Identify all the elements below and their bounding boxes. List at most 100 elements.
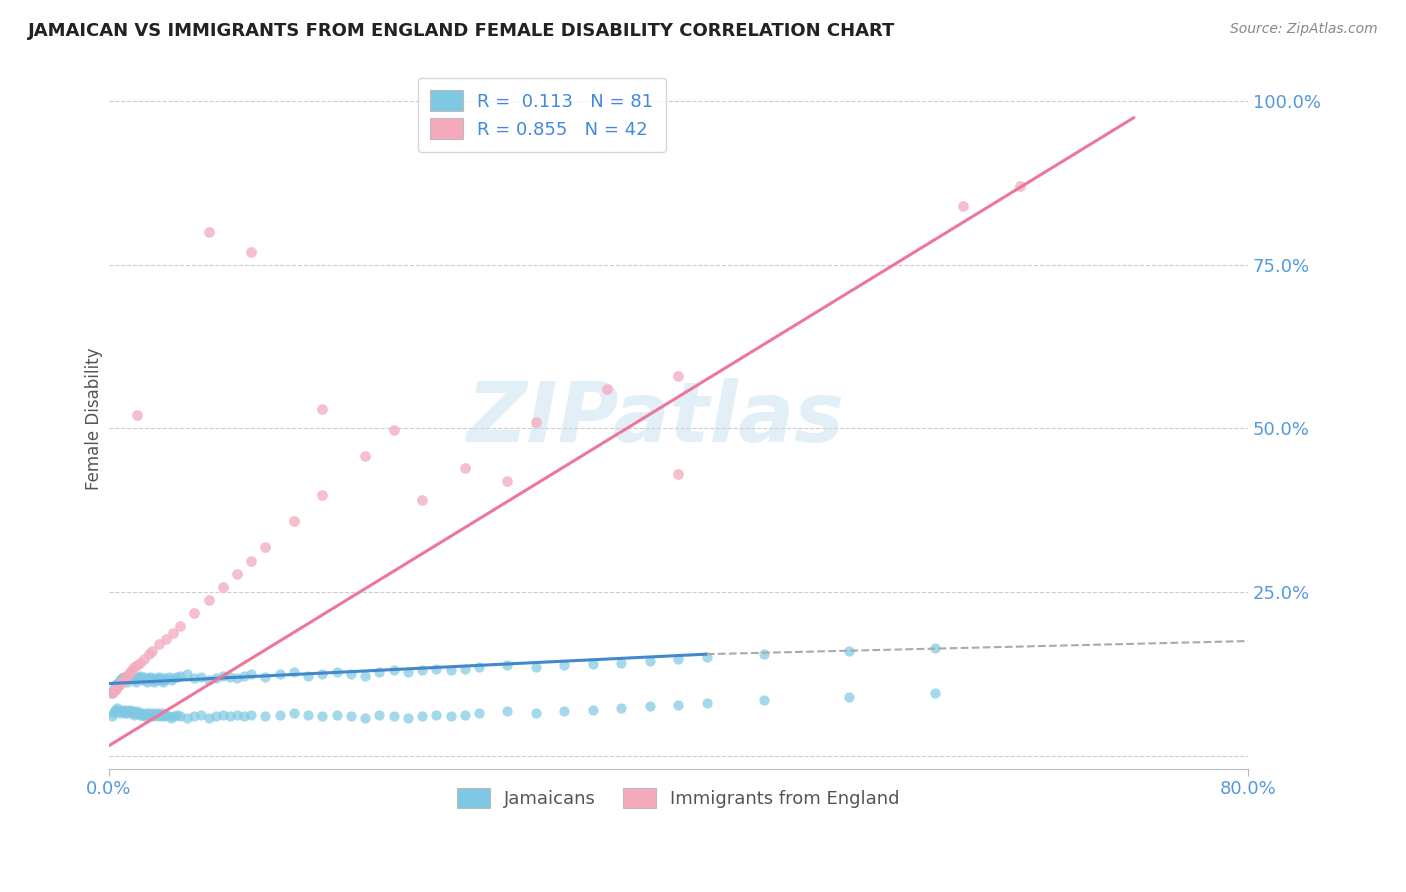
Point xyxy=(468,706,491,720)
Point xyxy=(112,670,135,684)
Point xyxy=(524,415,547,429)
Point xyxy=(146,706,169,720)
Point xyxy=(138,647,160,661)
Point xyxy=(138,671,160,685)
Point xyxy=(121,664,143,678)
Point xyxy=(108,678,131,692)
Point xyxy=(148,670,170,684)
Point xyxy=(141,644,163,658)
Point xyxy=(128,670,150,684)
Point xyxy=(204,671,226,685)
Point xyxy=(143,675,166,690)
Point xyxy=(127,658,149,673)
Point xyxy=(368,708,391,723)
Point xyxy=(596,382,619,396)
Point xyxy=(166,670,188,684)
Point xyxy=(311,401,333,416)
Point xyxy=(145,673,167,688)
Point xyxy=(163,671,186,685)
Point xyxy=(101,706,124,720)
Point xyxy=(118,666,141,681)
Point xyxy=(110,676,132,690)
Point xyxy=(283,514,305,528)
Point xyxy=(496,704,519,718)
Point xyxy=(311,709,333,723)
Point xyxy=(311,666,333,681)
Point xyxy=(454,460,477,475)
Point xyxy=(240,708,263,723)
Point xyxy=(610,656,633,670)
Point xyxy=(838,690,860,704)
Point xyxy=(582,703,605,717)
Point xyxy=(325,665,347,679)
Point xyxy=(120,703,142,717)
Point xyxy=(382,709,405,723)
Point xyxy=(211,580,233,594)
Point xyxy=(134,709,156,723)
Point xyxy=(396,665,419,679)
Point xyxy=(226,708,249,723)
Point xyxy=(104,704,127,718)
Point xyxy=(382,664,405,678)
Point xyxy=(128,706,150,720)
Point xyxy=(283,665,305,679)
Point xyxy=(411,709,433,723)
Point xyxy=(325,708,347,723)
Point xyxy=(163,709,186,723)
Point xyxy=(496,658,519,673)
Point xyxy=(340,709,363,723)
Point xyxy=(127,409,149,423)
Point xyxy=(121,671,143,685)
Point xyxy=(311,488,333,502)
Point xyxy=(142,706,165,720)
Point xyxy=(169,709,191,723)
Point xyxy=(454,662,477,676)
Point xyxy=(233,709,256,723)
Point xyxy=(226,671,249,685)
Point xyxy=(610,701,633,715)
Point xyxy=(269,666,291,681)
Point xyxy=(197,225,219,239)
Point xyxy=(104,681,127,696)
Point xyxy=(553,704,575,718)
Point xyxy=(111,671,134,685)
Point xyxy=(122,704,145,718)
Point xyxy=(111,675,134,690)
Point xyxy=(138,706,160,720)
Point xyxy=(297,708,319,723)
Point xyxy=(582,657,605,671)
Point xyxy=(114,671,136,685)
Point xyxy=(132,708,155,723)
Point xyxy=(114,706,136,720)
Point xyxy=(134,670,156,684)
Point xyxy=(101,684,124,698)
Point xyxy=(425,662,447,676)
Point xyxy=(218,670,240,684)
Y-axis label: Female Disability: Female Disability xyxy=(86,347,103,490)
Point xyxy=(141,673,163,688)
Point xyxy=(155,671,177,685)
Point xyxy=(129,669,152,683)
Point xyxy=(425,708,447,723)
Point xyxy=(211,708,233,723)
Point xyxy=(197,673,219,688)
Point xyxy=(153,673,176,688)
Point xyxy=(100,686,122,700)
Point xyxy=(118,704,141,718)
Point xyxy=(100,686,122,700)
Point xyxy=(190,708,212,723)
Point xyxy=(139,709,162,723)
Point xyxy=(136,708,159,723)
Point xyxy=(153,709,176,723)
Point xyxy=(155,708,177,723)
Point xyxy=(110,673,132,688)
Point xyxy=(340,666,363,681)
Point xyxy=(136,675,159,690)
Point xyxy=(141,708,163,723)
Point xyxy=(411,493,433,508)
Point xyxy=(103,680,125,694)
Point xyxy=(183,671,205,685)
Point xyxy=(439,709,461,723)
Point xyxy=(169,669,191,683)
Point xyxy=(120,665,142,679)
